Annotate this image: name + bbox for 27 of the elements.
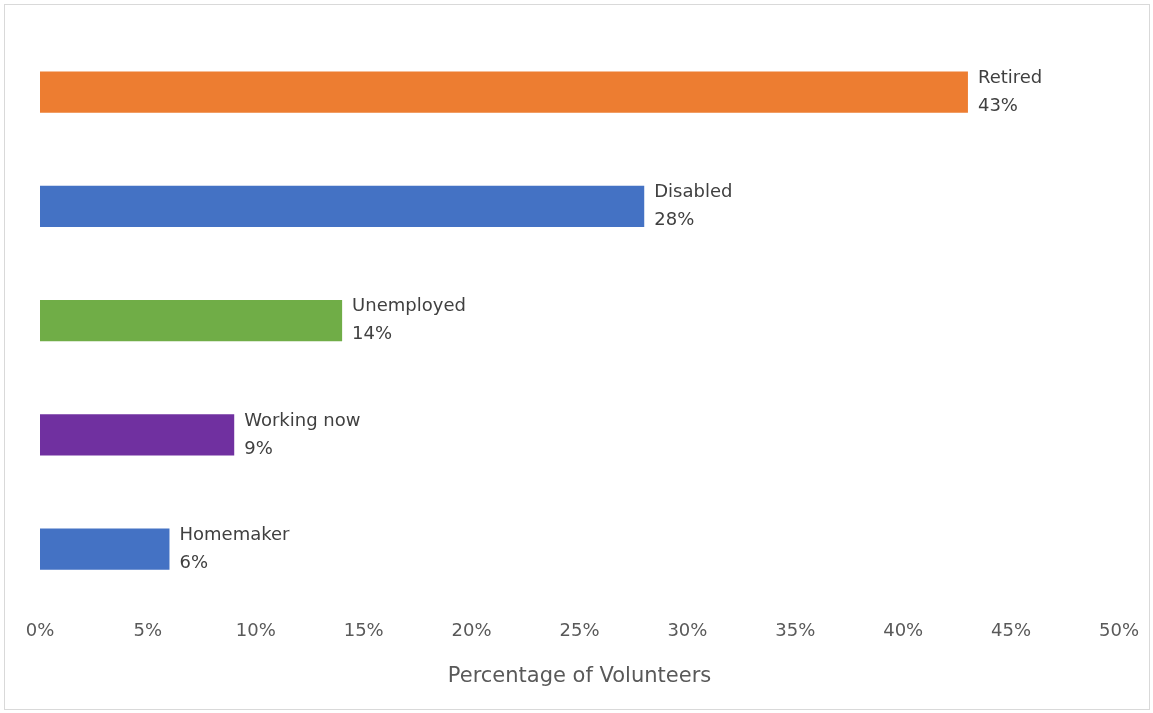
- y-tick-label: Unemployed: [352, 294, 466, 316]
- x-tick-label: 25%: [559, 618, 600, 640]
- x-tick-label: 5%: [133, 618, 163, 640]
- y-tick-label: Homemaker: [179, 522, 291, 544]
- x-tick-label: 10%: [235, 618, 276, 640]
- y-tick-label: Working now: [244, 408, 361, 430]
- x-tick-label: 30%: [667, 618, 708, 640]
- bar: [40, 71, 968, 113]
- x-tick-label: 35%: [775, 618, 816, 640]
- x-tick-label: 20%: [451, 618, 492, 640]
- data-label: 6%: [179, 550, 209, 572]
- y-tick-label: Retired: [977, 65, 1043, 87]
- data-label: 28%: [654, 208, 695, 230]
- bar: [40, 414, 235, 456]
- x-tick-label: 45%: [991, 618, 1032, 640]
- x-tick-label: 50%: [1098, 618, 1139, 640]
- data-label: 9%: [244, 436, 273, 458]
- data-label: 43%: [977, 93, 1018, 115]
- bar: [40, 528, 170, 570]
- y-tick-label: Disabled: [654, 180, 733, 202]
- bar: [40, 300, 343, 342]
- x-tick-label: 15%: [343, 618, 384, 640]
- data-label: 14%: [352, 322, 393, 344]
- x-axis-title: Percentage of Volunteers: [447, 662, 712, 687]
- bar: [40, 185, 645, 227]
- x-tick-label: 0%: [25, 618, 55, 640]
- x-tick-label: 40%: [883, 618, 924, 640]
